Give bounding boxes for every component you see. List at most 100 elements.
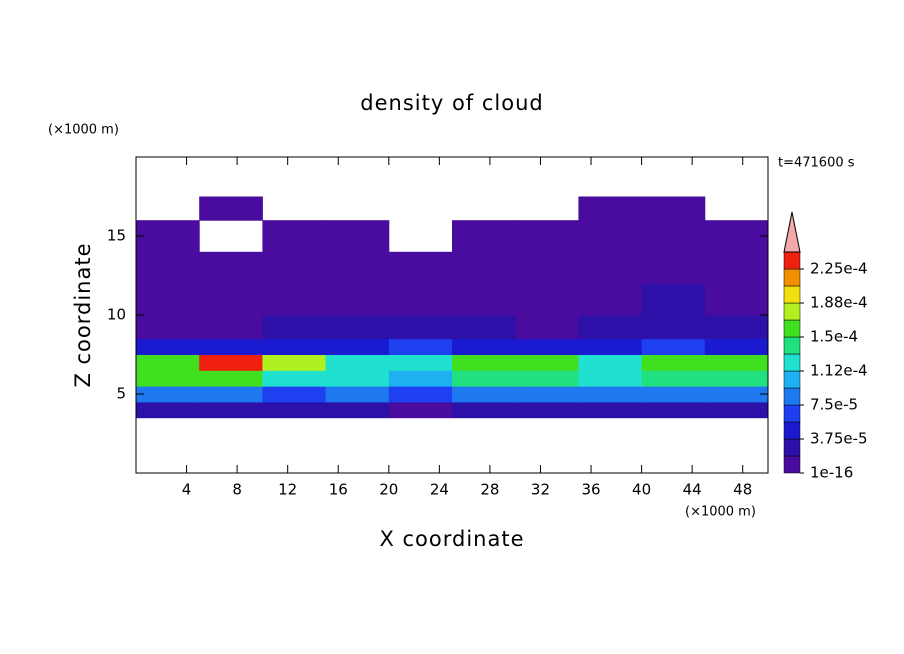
contour-cell <box>388 386 453 403</box>
colorbar-tick-label: 2.25e-4 <box>810 260 868 278</box>
contour-cell <box>388 338 453 355</box>
contour-cell <box>262 315 327 340</box>
contour-cell <box>325 354 390 371</box>
contour-cell <box>136 220 200 253</box>
colorbar-swatch <box>783 387 801 406</box>
colorbar-tick-label: 1.88e-4 <box>810 294 868 312</box>
contour-cell <box>578 386 643 403</box>
contour-cell <box>199 338 263 355</box>
contour-cell <box>136 401 200 419</box>
x-tick-label: 4 <box>182 481 192 499</box>
colorbar-tick-label: 1e-16 <box>810 464 853 482</box>
contour-cell <box>704 315 769 340</box>
contour-cell <box>704 401 769 419</box>
contour-cell <box>388 283 453 316</box>
y-tick-label: 15 <box>107 227 126 245</box>
contour-cell <box>199 251 263 284</box>
contour-cell <box>578 251 643 284</box>
contour-cell <box>515 386 579 403</box>
contour-cell <box>704 338 769 355</box>
contour-cell <box>136 251 200 284</box>
contour-cell <box>515 315 579 340</box>
colorbar-swatch <box>783 455 801 474</box>
contour-cell <box>199 401 263 419</box>
contour-cell <box>641 401 706 419</box>
colorbar-tick-label: 3.75e-5 <box>810 430 868 448</box>
x-tick-label: 28 <box>480 481 499 499</box>
contour-cell <box>641 196 706 221</box>
contour-cell <box>262 354 327 371</box>
contour-cell <box>704 251 769 284</box>
contour-cell <box>641 354 706 371</box>
contour-cell <box>515 251 579 284</box>
contour-cell <box>641 283 706 316</box>
contour-cell <box>578 283 643 316</box>
contour-cell <box>578 220 643 253</box>
contour-cell <box>388 315 453 340</box>
y-tick-label: 10 <box>107 306 126 324</box>
contour-cell <box>136 370 200 387</box>
contour-cell <box>452 315 516 340</box>
colorbar-swatch <box>783 302 801 321</box>
colorbar-swatch <box>783 370 801 389</box>
contour-cell <box>262 338 327 355</box>
contour-cell <box>578 196 643 221</box>
colorbar-swatch <box>783 268 801 287</box>
contour-cell <box>262 283 327 316</box>
x-tick-label: 8 <box>232 481 242 499</box>
contour-cell <box>704 386 769 403</box>
contour-cell <box>136 386 200 403</box>
colorbar-tick-label: 1.5e-4 <box>810 328 858 346</box>
x-tick-label: 12 <box>278 481 297 499</box>
contour-cell <box>452 370 516 387</box>
contour-cell <box>704 354 769 371</box>
contour-cell <box>578 315 643 340</box>
contour-cell <box>262 370 327 387</box>
contour-cell <box>262 386 327 403</box>
contour-cell <box>452 338 516 355</box>
chart-title: density of cloud <box>360 91 543 115</box>
contour-cell <box>704 220 769 253</box>
x-tick-label: 16 <box>329 481 348 499</box>
contour-cell <box>641 386 706 403</box>
y-axis-label: Z coordinate <box>71 242 95 387</box>
contour-cell <box>199 196 263 221</box>
x-axis-label: X coordinate <box>379 527 524 551</box>
colorbar-swatch <box>783 438 801 457</box>
colorbar-swatch <box>783 404 801 423</box>
x-unit: (×1000 m) <box>685 505 756 520</box>
contour-cell <box>452 283 516 316</box>
x-tick-label: 48 <box>733 481 752 499</box>
colorbar-extend <box>783 211 801 253</box>
contour-cell <box>325 338 390 355</box>
colorbar-tick-label: 7.5e-5 <box>810 396 858 414</box>
contour-cell <box>262 220 327 253</box>
contour-cell <box>325 401 390 419</box>
contour-cell <box>578 338 643 355</box>
contour-cell <box>388 401 453 419</box>
x-tick-label: 24 <box>430 481 449 499</box>
y-unit: (×1000 m) <box>48 123 119 138</box>
x-tick-label: 20 <box>379 481 398 499</box>
contour-cell <box>515 220 579 253</box>
contour-cell <box>452 386 516 403</box>
contour-cell <box>136 315 200 340</box>
contour-cell <box>325 370 390 387</box>
contour-cell <box>199 354 263 371</box>
contour-cell <box>325 315 390 340</box>
contour-cell <box>452 354 516 371</box>
contour-cell <box>515 338 579 355</box>
contour-cell <box>641 220 706 253</box>
contour-cell <box>515 401 579 419</box>
contour-cell <box>325 220 390 253</box>
contour-cell <box>325 251 390 284</box>
contour-cell <box>641 370 706 387</box>
x-tick-label: 44 <box>683 481 702 499</box>
contour-cell <box>136 283 200 316</box>
contour-cell <box>578 370 643 387</box>
x-tick-label: 36 <box>581 481 600 499</box>
contour-cell <box>325 386 390 403</box>
y-tick-label: 5 <box>116 385 126 403</box>
